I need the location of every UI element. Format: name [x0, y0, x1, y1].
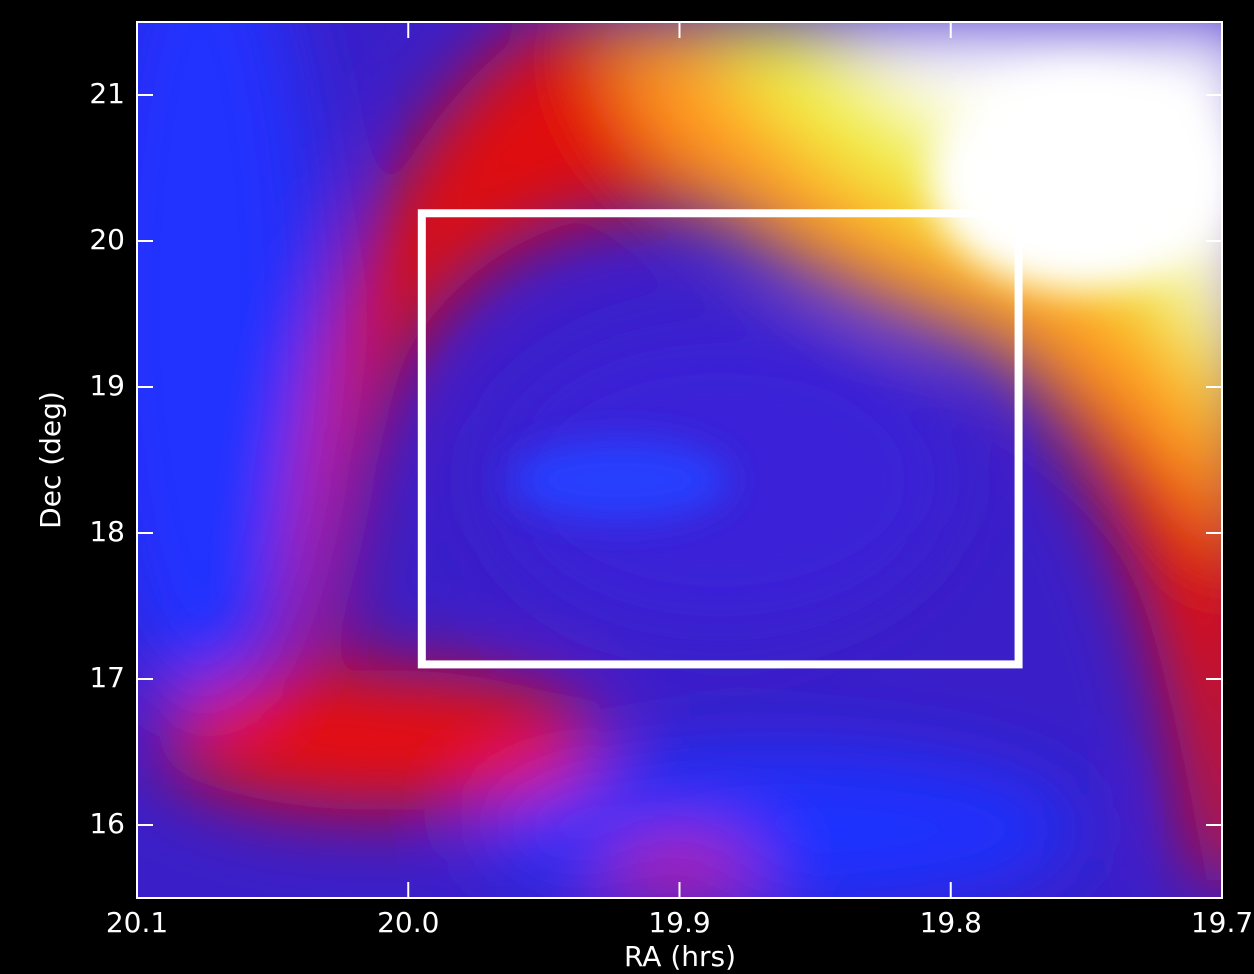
x-tick-label: 19.7 — [1191, 906, 1253, 939]
x-tick-label: 19.8 — [920, 906, 982, 939]
y-tick-label: 17 — [89, 661, 125, 694]
x-axis-label: RA (hrs) — [624, 940, 736, 973]
y-tick-label: 16 — [89, 807, 125, 840]
y-tick-label: 19 — [89, 369, 125, 402]
y-tick-label: 21 — [89, 77, 125, 110]
y-axis-label: Dec (deg) — [34, 391, 67, 529]
x-tick-label: 19.9 — [648, 906, 710, 939]
image — [137, 22, 1222, 898]
region-box — [417, 209, 1023, 669]
y-tick-label: 20 — [89, 223, 125, 256]
y-tick-label: 18 — [89, 515, 125, 548]
x-tick-label: 20.1 — [106, 906, 168, 939]
x-tick-label: 20.0 — [377, 906, 439, 939]
